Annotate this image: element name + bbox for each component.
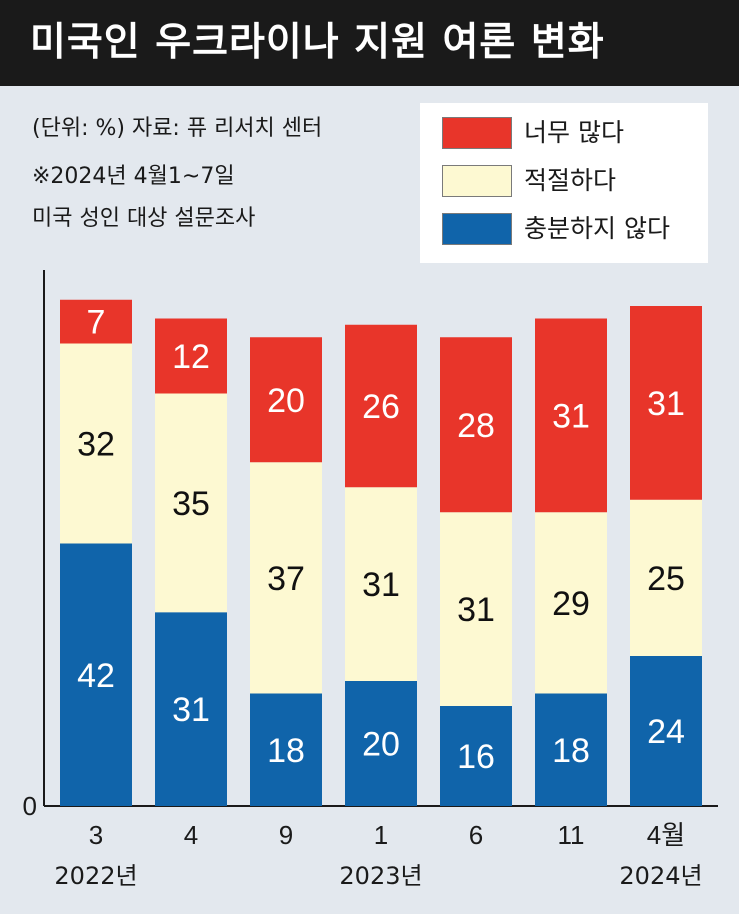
year-label: 2023년 bbox=[339, 862, 422, 890]
legend-swatch-right-amount bbox=[442, 165, 512, 197]
bar-segment bbox=[630, 306, 702, 500]
bar-segment bbox=[60, 299, 132, 344]
x-tick-label: 9 bbox=[279, 820, 293, 850]
data-label: 35 bbox=[172, 485, 210, 523]
data-label: 24 bbox=[647, 713, 685, 751]
survey-desc-note: 미국 성인 대상 설문조사 bbox=[32, 206, 256, 231]
bar-segment bbox=[630, 499, 702, 656]
data-label: 42 bbox=[77, 657, 115, 695]
year-label: 2024년 bbox=[619, 862, 702, 890]
bar-segment bbox=[60, 343, 132, 544]
x-tick-label: 6 bbox=[469, 820, 483, 850]
data-label: 31 bbox=[552, 397, 590, 435]
y-tick-label: 0 bbox=[23, 791, 37, 821]
data-label: 20 bbox=[362, 726, 400, 764]
data-label: 26 bbox=[362, 388, 400, 426]
bar-segment bbox=[155, 612, 227, 806]
unit-source-note: (단위: %) 자료: 퓨 리서치 센터 bbox=[32, 116, 323, 141]
data-label: 18 bbox=[552, 732, 590, 770]
data-label: 25 bbox=[647, 560, 685, 598]
bar-segment bbox=[535, 512, 607, 694]
data-label: 16 bbox=[457, 738, 495, 776]
data-label: 37 bbox=[267, 560, 305, 598]
bar-segment bbox=[535, 318, 607, 513]
x-tick-label: 4 bbox=[184, 820, 198, 850]
legend-label-too-much: 너무 많다 bbox=[524, 118, 624, 147]
bar-segment bbox=[60, 543, 132, 806]
bar-segment bbox=[250, 693, 322, 806]
bar-segment bbox=[345, 487, 417, 681]
legend-label-not-enough: 충분하지 않다 bbox=[524, 214, 670, 243]
data-label: 31 bbox=[457, 591, 495, 629]
bar-segment bbox=[345, 324, 417, 488]
legend-label-right-amount: 적절하다 bbox=[524, 166, 617, 195]
data-label: 18 bbox=[267, 732, 305, 770]
x-tick-label: 11 bbox=[558, 820, 585, 850]
bar-segment bbox=[155, 318, 227, 394]
bar-segment bbox=[440, 706, 512, 806]
chart-title: 미국인 우크라이나 지원 여론 변화 bbox=[30, 20, 605, 65]
bar-segment bbox=[250, 462, 322, 694]
x-tick-label: 4월 bbox=[647, 820, 685, 850]
data-label: 28 bbox=[457, 407, 495, 445]
bar-segment bbox=[345, 681, 417, 806]
bar-segment bbox=[440, 337, 512, 513]
data-label: 7 bbox=[87, 304, 106, 342]
year-label: 2022년 bbox=[54, 862, 137, 890]
legend-swatch-not-enough bbox=[442, 213, 512, 245]
x-tick-label: 1 bbox=[374, 820, 388, 850]
bar-segment bbox=[440, 512, 512, 706]
bar-segment bbox=[250, 337, 322, 463]
bar-segment bbox=[155, 393, 227, 613]
title-bar: 미국인 우크라이나 지원 여론 변화 bbox=[0, 0, 739, 86]
legend-swatch-too-much bbox=[442, 117, 512, 149]
data-label: 29 bbox=[552, 585, 590, 623]
data-label: 12 bbox=[172, 338, 210, 376]
data-label: 31 bbox=[647, 385, 685, 423]
data-label: 31 bbox=[172, 691, 210, 729]
data-label: 31 bbox=[362, 566, 400, 604]
survey-date-note: ※2024년 4월1~7일 bbox=[32, 164, 235, 189]
bar-segment bbox=[630, 656, 702, 806]
legend: 너무 많다 적절하다 충분하지 않다 bbox=[420, 103, 708, 263]
bar-segment bbox=[535, 693, 607, 806]
data-label: 32 bbox=[77, 426, 115, 464]
x-tick-label: 3 bbox=[89, 820, 103, 850]
data-label: 20 bbox=[267, 382, 305, 420]
